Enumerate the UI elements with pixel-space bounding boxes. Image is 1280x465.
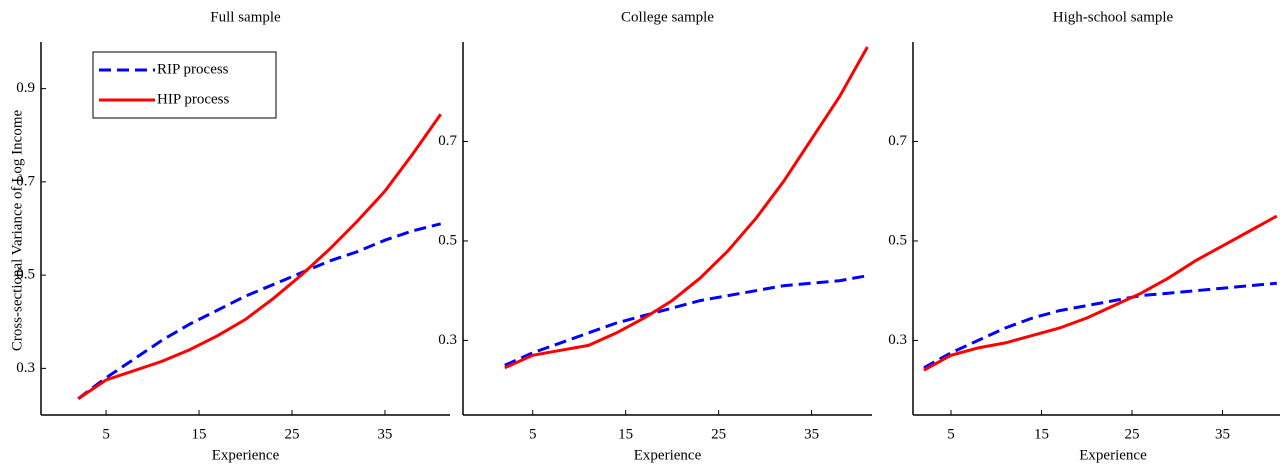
- series-line: [923, 214, 1278, 372]
- series-line: [504, 274, 868, 367]
- y-tick-label: 0.9: [16, 80, 35, 96]
- legend-label: HIP process: [157, 91, 230, 107]
- x-tick-label: 35: [377, 426, 392, 442]
- y-tick-label: 0.7: [16, 173, 35, 189]
- panel: High-school sample Experience 0.3 0.5 0.7 5 15…: [888, 9, 1280, 463]
- x-tick-label: 15: [1034, 426, 1049, 442]
- x-axis-label: Experience: [1079, 447, 1147, 463]
- x-axis-label: Experience: [212, 447, 280, 463]
- series-line: [77, 113, 442, 400]
- x-tick-label: 25: [284, 426, 299, 442]
- legend-label: RIP process: [157, 61, 229, 77]
- y-tick-label: 0.3: [888, 332, 907, 348]
- x-tick-label: 5: [947, 426, 955, 442]
- panel-title: Full sample: [210, 9, 281, 25]
- y-tick-label: 0.7: [888, 133, 907, 149]
- x-tick-label: 25: [711, 426, 726, 442]
- series-line: [923, 281, 1277, 370]
- x-axis-label: Experience: [634, 447, 702, 463]
- panel-title: College sample: [621, 9, 714, 25]
- panel: Full sample Experience Cross-sectional Var…: [9, 9, 450, 463]
- x-tick-label: 5: [529, 426, 537, 442]
- x-tick-label: 5: [102, 426, 110, 442]
- series-line: [77, 222, 442, 400]
- y-tick-label: 0.7: [438, 133, 457, 149]
- legend-box: [92, 51, 277, 119]
- panel: College sample Experience 0.3 0.5 0.7 5 15 25 35: [438, 9, 872, 463]
- y-axis-label: Cross-sectional Variance of Log Income: [9, 110, 25, 352]
- x-tick-label: 35: [804, 426, 819, 442]
- x-tick-label: 15: [618, 426, 633, 442]
- x-tick-label: 25: [1125, 426, 1140, 442]
- y-tick-label: 0.5: [438, 232, 457, 248]
- y-tick-label: 0.3: [16, 360, 35, 376]
- y-tick-label: 0.5: [16, 267, 35, 283]
- panel-title: High-school sample: [1053, 9, 1174, 25]
- series-line: [504, 46, 869, 370]
- y-tick-label: 0.3: [438, 332, 457, 348]
- y-tick-label: 0.5: [888, 232, 907, 248]
- x-tick-label: 35: [1215, 426, 1230, 442]
- x-tick-label: 15: [192, 426, 207, 442]
